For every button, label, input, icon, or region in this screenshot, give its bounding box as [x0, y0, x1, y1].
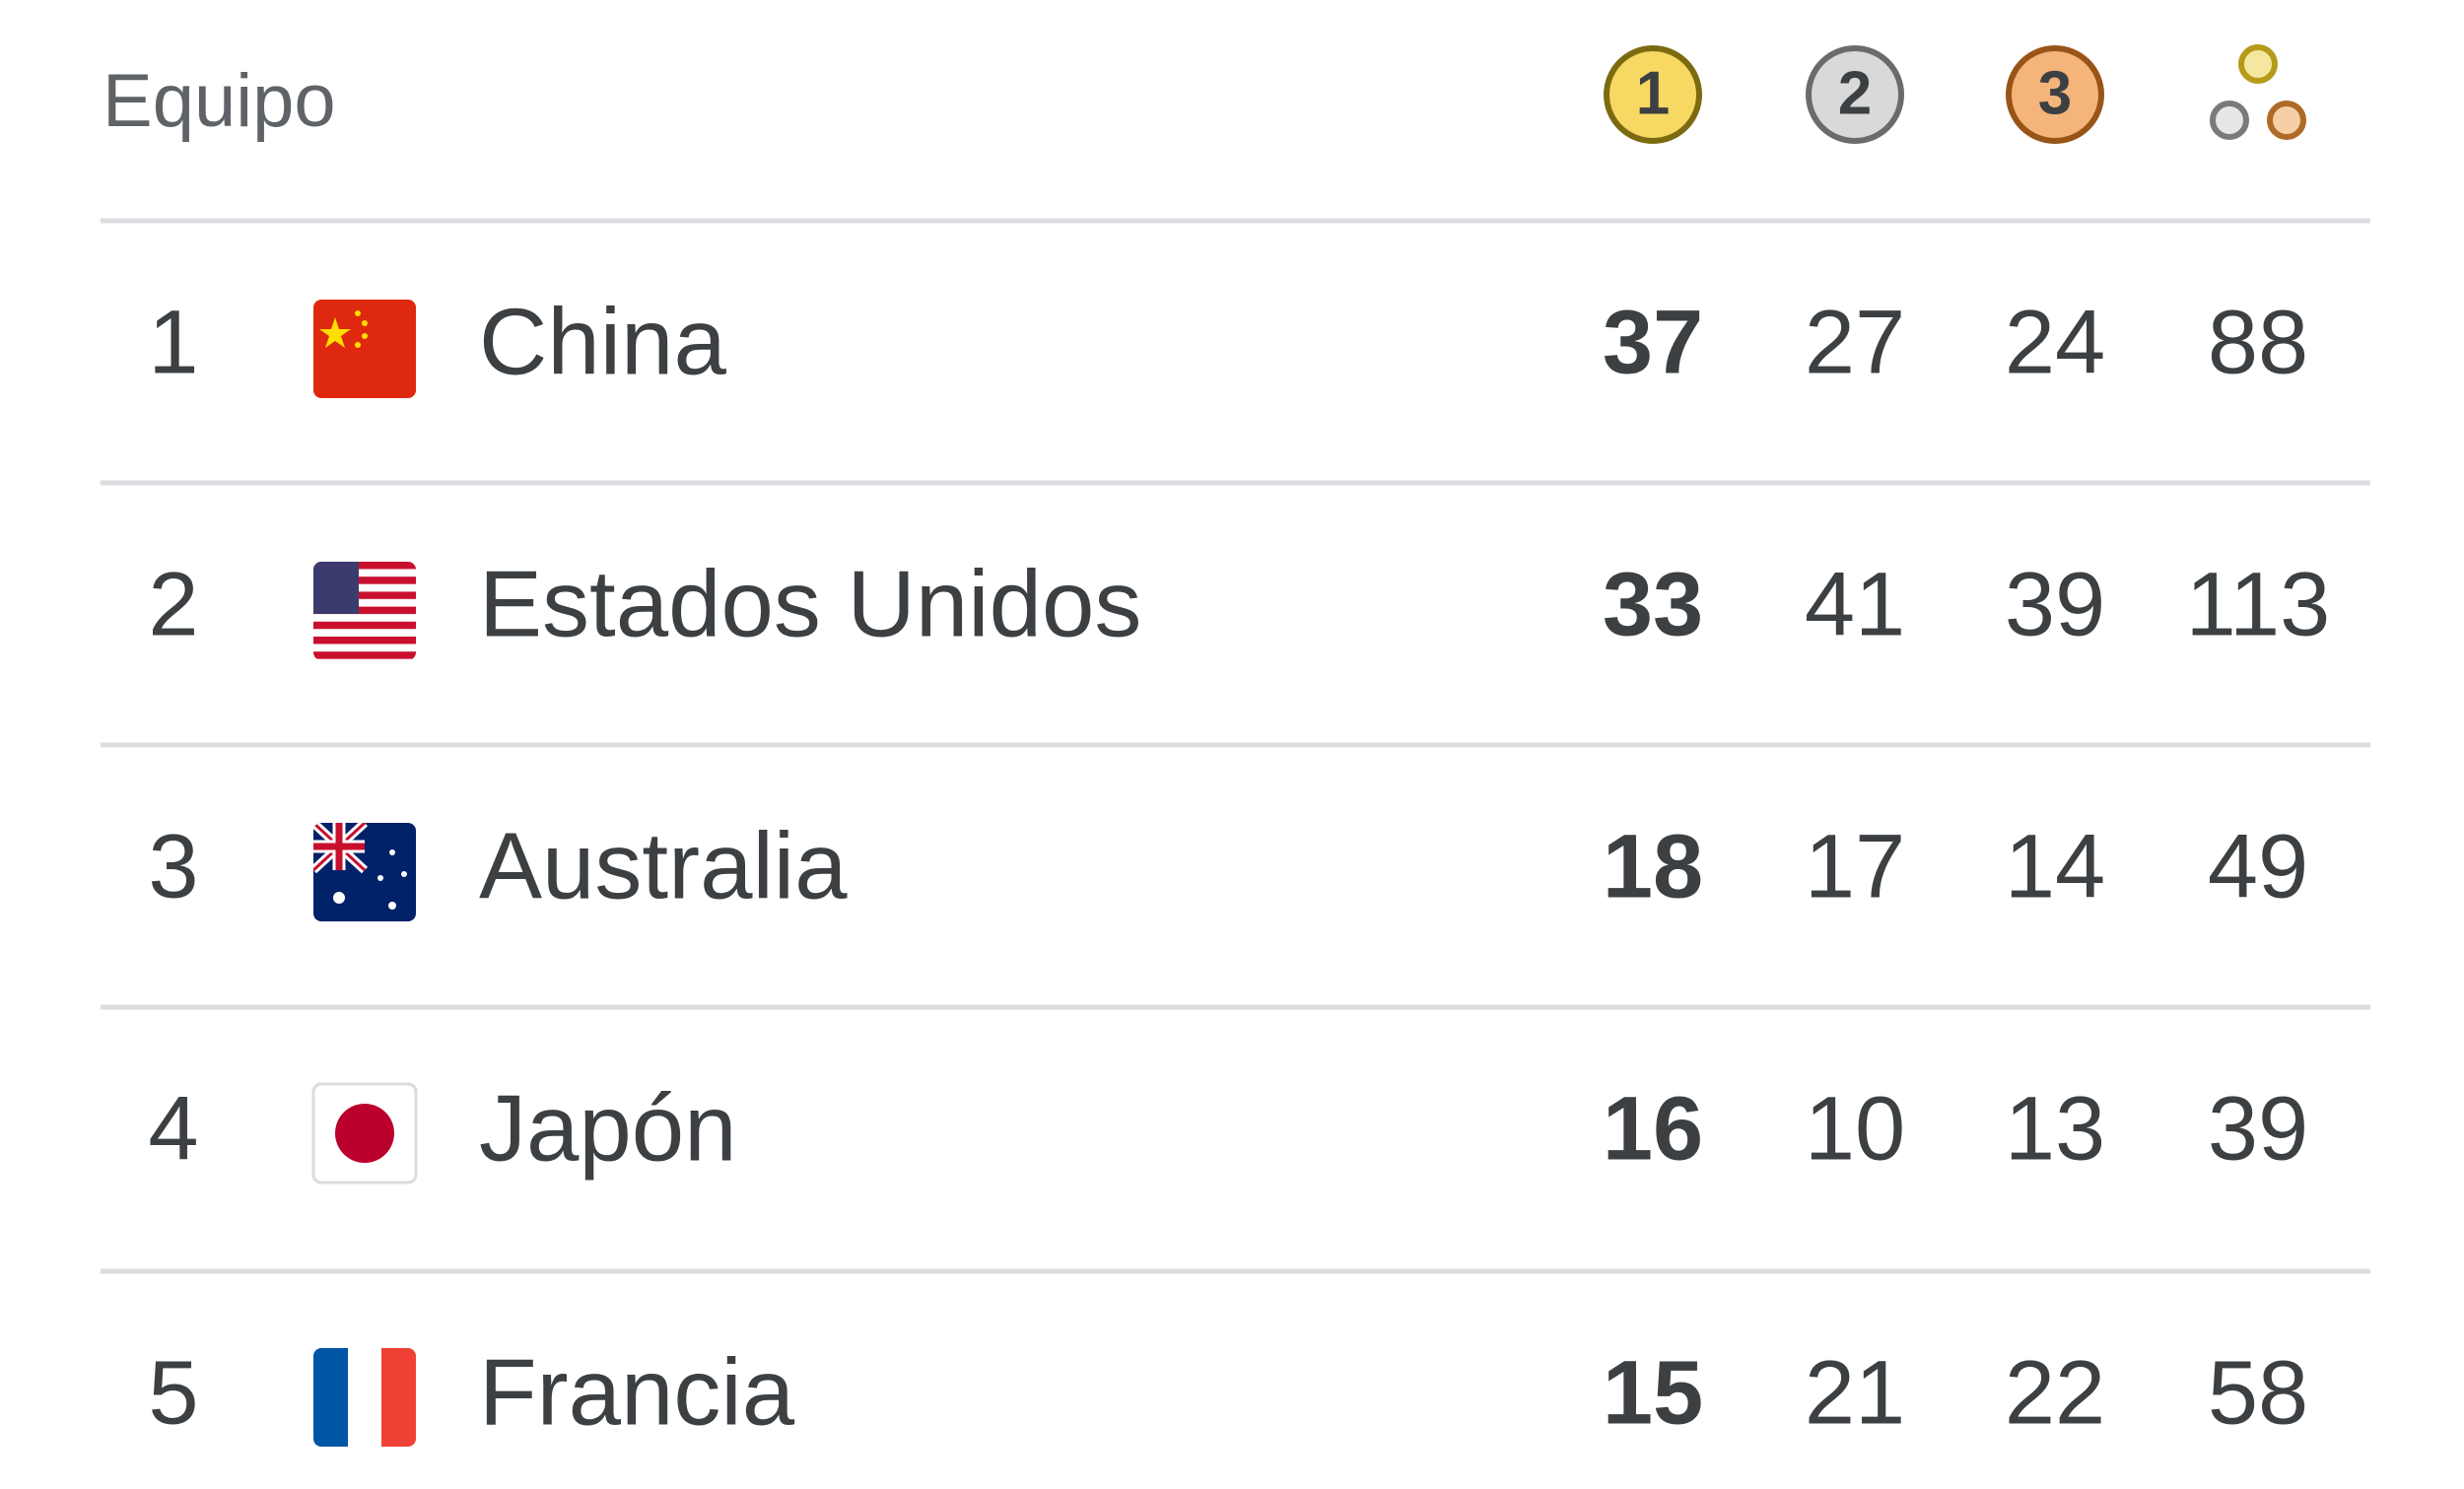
bronze-count: 13 — [2005, 1078, 2105, 1179]
medal-label: 2 — [1838, 59, 1872, 127]
flag-france — [313, 1348, 416, 1447]
bronze-count: 39 — [2005, 554, 2105, 654]
bronze-count: 24 — [2005, 292, 2105, 392]
gold-medal-icon: 1 — [1604, 45, 1702, 144]
rank: 5 — [148, 1342, 198, 1443]
total-count: 113 — [2186, 554, 2331, 654]
flag-japan — [311, 1082, 418, 1184]
rows: 1 China 37 27 24 88 2 Estados Unidos 33 41 39 113 3 A… — [148, 289, 2330, 1445]
silver-count: 27 — [1805, 292, 1905, 392]
country-name: Estados Unidos — [479, 551, 1141, 656]
medal-label: 3 — [2038, 59, 2072, 127]
flag-usa — [313, 562, 416, 660]
rank: 3 — [148, 816, 198, 916]
bronze-count: 14 — [2005, 816, 2105, 916]
country-name: China — [479, 289, 726, 394]
bronze-medal-icon: 3 — [2006, 45, 2104, 144]
flag-australia — [313, 823, 416, 921]
rank: 1 — [148, 292, 198, 392]
total-count: 58 — [2208, 1342, 2308, 1443]
gold-count: 16 — [1603, 1078, 1703, 1179]
gold-count: 37 — [1603, 292, 1703, 392]
country-name: Australia — [479, 813, 848, 918]
gold-count: 33 — [1603, 554, 1703, 654]
total-medals-icon — [2210, 44, 2306, 140]
team-header: Equipo — [103, 59, 336, 143]
flag-china — [313, 300, 416, 398]
silver-count: 10 — [1805, 1078, 1905, 1179]
silver-count: 21 — [1805, 1342, 1905, 1443]
country-name: Francia — [479, 1339, 795, 1445]
total-count: 39 — [2208, 1078, 2308, 1179]
silver-count: 17 — [1805, 816, 1905, 916]
country-name: Japón — [479, 1075, 737, 1181]
medal-label: 1 — [1636, 59, 1670, 127]
gold-count: 18 — [1603, 816, 1703, 916]
rank: 2 — [148, 554, 198, 654]
total-count: 88 — [2208, 292, 2308, 392]
total-count: 49 — [2208, 816, 2308, 916]
bronze-count: 22 — [2005, 1342, 2105, 1443]
gold-count: 15 — [1603, 1342, 1703, 1443]
rank: 4 — [148, 1078, 198, 1179]
silver-count: 41 — [1805, 554, 1905, 654]
silver-medal-icon: 2 — [1806, 45, 1904, 144]
